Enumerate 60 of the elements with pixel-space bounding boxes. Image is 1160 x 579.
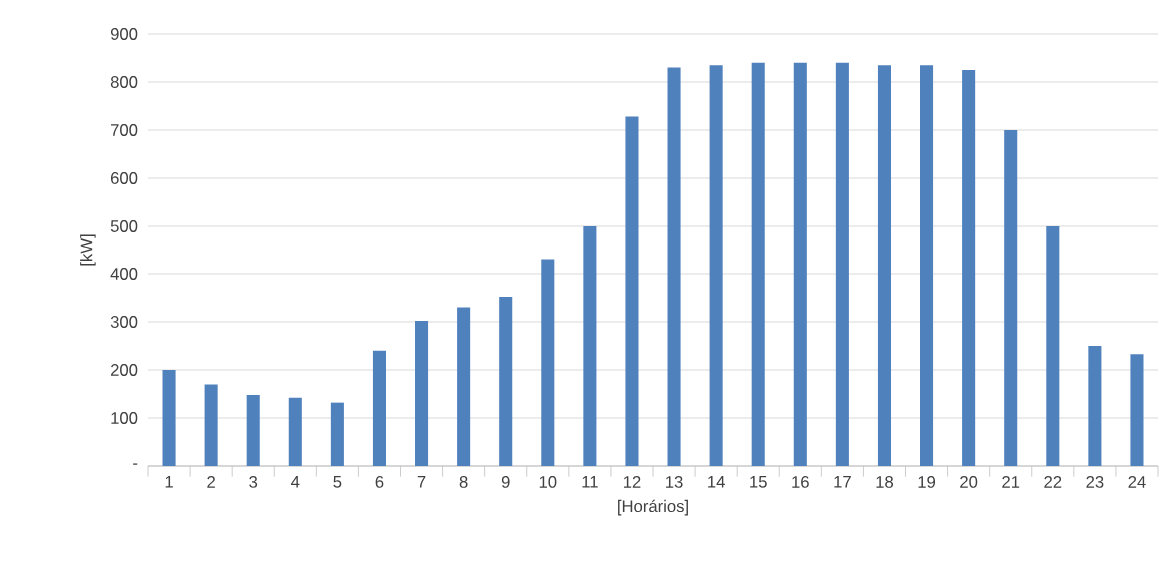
bar [1130, 354, 1144, 466]
bar [457, 307, 471, 466]
bar [162, 370, 176, 466]
x-tick-label: 19 [918, 476, 936, 488]
bar [372, 350, 386, 466]
bar [330, 402, 344, 466]
bar [583, 226, 597, 466]
x-tick-label: 22 [1044, 476, 1062, 488]
bar [288, 397, 302, 466]
bar [793, 62, 807, 466]
bar [541, 259, 555, 466]
x-tick-label: 1 [165, 476, 173, 488]
x-tick-label: 3 [249, 476, 258, 488]
x-tick-label: 16 [792, 476, 809, 488]
x-axis-title: [Horários] [618, 499, 688, 516]
bar [877, 65, 891, 466]
x-tick-label: 14 [708, 476, 725, 488]
x-tick-label: 20 [960, 476, 978, 488]
x-tick-label: 21 [1002, 476, 1020, 488]
y-tick-label: - [133, 463, 138, 465]
y-tick-label: 400 [110, 268, 138, 280]
bar [751, 62, 765, 466]
bar [667, 67, 681, 466]
x-tick-label: 17 [834, 476, 851, 488]
y-tick-label: 700 [111, 124, 138, 136]
bar [1088, 346, 1102, 466]
y-tick-label: 600 [110, 172, 138, 184]
bar [415, 321, 429, 466]
x-tick-label: 24 [1128, 476, 1146, 488]
bar [1046, 226, 1060, 466]
x-tick-label: 10 [539, 476, 557, 488]
x-tick-label: 9 [501, 476, 510, 488]
x-tick-label: 15 [750, 476, 767, 488]
bar [246, 394, 260, 466]
x-tick-label: 4 [291, 476, 300, 488]
bar [204, 384, 218, 466]
x-tick-label: 12 [623, 476, 641, 488]
y-tick-label: 500 [110, 220, 138, 232]
y-tick-label: 100 [111, 412, 138, 424]
y-axis-title: [kW] [80, 234, 96, 266]
bar [709, 65, 723, 466]
y-tick-label: 800 [110, 76, 138, 88]
bar [499, 297, 513, 466]
x-tick-label: 5 [333, 476, 342, 488]
x-tick-label: 11 [582, 476, 598, 488]
bar [625, 116, 639, 466]
x-tick-label: 8 [459, 476, 468, 488]
x-tick-label: 2 [207, 476, 215, 488]
y-tick-label: 300 [110, 316, 138, 328]
bar [1004, 130, 1018, 466]
x-tick-label: 6 [375, 476, 384, 488]
bar [835, 62, 849, 466]
y-tick-label: 900 [110, 28, 138, 40]
x-tick-label: 13 [666, 476, 683, 488]
x-tick-label: 7 [417, 476, 426, 488]
y-tick-label: 200 [110, 364, 138, 376]
x-tick-label: 18 [876, 476, 894, 488]
bar [920, 65, 934, 466]
x-tick-label: 23 [1086, 476, 1104, 488]
bar [962, 70, 976, 466]
